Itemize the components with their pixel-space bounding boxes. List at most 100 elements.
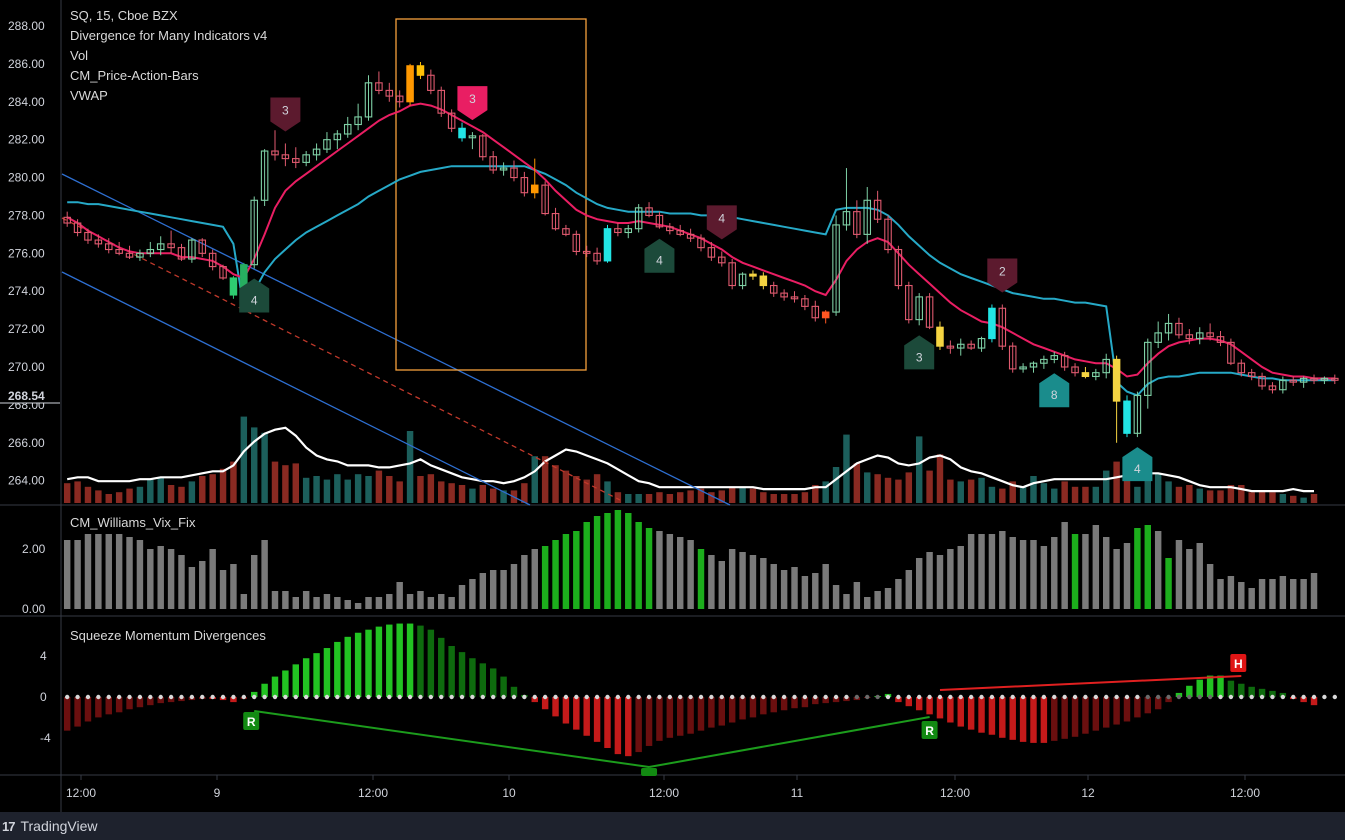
tradingview-brand[interactable]: 17 TradingView [2,818,98,834]
vix-bar [1113,549,1120,609]
vix-bar [1071,534,1079,609]
vix-bar [271,591,279,609]
tradingview-logo-icon: 17 [2,818,16,834]
divergence-marker[interactable]: 8 [1039,373,1070,408]
squeeze-bar [697,697,705,731]
volume-bar [1009,481,1016,503]
candle-body [956,343,965,349]
candle-body [208,252,217,268]
squeeze-bar [1030,697,1037,743]
candle-body [510,167,518,179]
squeeze-dot [220,694,226,700]
marker-label: 4 [656,254,663,268]
candle [468,132,477,150]
vix-bar [999,531,1006,609]
volume-bar [240,416,248,503]
candle [312,143,321,161]
volume-bar [676,492,684,503]
volume-bar [967,479,975,503]
vix-bar [874,591,881,609]
volume-bar [697,488,705,503]
candle [406,63,414,106]
volume-bar [531,456,538,503]
squeeze-bar [417,625,424,697]
volume-bar [593,474,601,503]
volume-bar [261,432,268,503]
squeeze-dot [148,694,153,700]
squeeze-dot [210,694,215,700]
squeeze-tick-label: 0 [40,690,47,704]
squeeze-dot [439,694,444,700]
marker-shape [706,205,737,240]
volume-bar [63,483,71,503]
divergence-marker[interactable]: 3 [904,335,935,370]
candle [967,340,975,350]
vix-bar [1217,579,1224,609]
candle [998,304,1007,350]
chart-svg[interactable]: 288.00286.00284.00282.00280.00278.00276.… [0,0,1345,812]
time-tick-label: 12 [1081,786,1095,800]
candle [146,241,155,258]
candle-body [998,307,1007,347]
squeeze-bar [895,697,902,703]
squeeze-dot [470,694,475,700]
volume-bar [199,476,206,503]
divergence-marker[interactable]: 2 [987,258,1018,293]
volume-bar [115,492,123,503]
divergence-marker[interactable]: 3 [457,86,488,121]
divergence-marker[interactable]: 4 [1122,447,1153,482]
candle-body [1247,372,1256,378]
squeeze-dot [428,694,434,700]
hidden-bear-label[interactable]: H [1230,654,1247,672]
divergence-marker[interactable]: 3 [270,97,301,132]
squeeze-dot [272,694,278,700]
legend-divergence: Divergence for Many Indicators v4 [70,28,268,43]
candle [1081,366,1090,379]
vix-bar [188,567,196,609]
hidden-bear-label-text: H [1234,657,1243,671]
squeeze-bar [1061,697,1068,739]
last-price-box[interactable] [0,388,60,403]
vix-bar [967,534,975,609]
vix-bar [780,570,788,609]
divergence-marker[interactable]: 4 [706,205,737,240]
squeeze-bar [302,658,310,697]
squeeze-bar [95,697,102,718]
price-tick-label: 272.00 [8,322,45,336]
divergence-marker[interactable]: 4 [644,238,675,273]
squeeze-dot [200,694,205,700]
candle [769,281,778,297]
candle [977,336,986,352]
squeeze-bar [386,624,393,697]
divergence-marker[interactable]: 4 [239,278,270,313]
vix-bar [1227,576,1235,609]
candle [1040,355,1048,369]
squeeze-bar [645,697,653,746]
squeeze-bar [1123,697,1131,722]
candle [385,82,394,102]
squeeze-bar [967,697,975,730]
regular-bull-label[interactable]: R [921,721,938,739]
vix-bar [895,579,902,609]
squeeze-bar [749,697,757,718]
vix-bar [105,534,112,609]
candle-body [884,218,892,251]
squeeze-bar [365,629,372,697]
squeeze-dot [355,694,361,700]
squeeze-dot [1145,694,1150,700]
squeeze-bar [489,668,497,697]
candle [718,251,726,267]
regular-bull-label[interactable]: R [243,712,260,730]
vix-bar [209,549,216,609]
candle [1175,317,1183,339]
squeeze-dot [937,694,943,700]
squeeze-bar [687,697,694,734]
candle [738,272,747,290]
candle [354,103,362,131]
vix-bar [604,513,611,609]
volume-bar [427,474,435,503]
squeeze-dot [1332,694,1338,700]
squeeze-dot [345,694,350,700]
candle [364,75,373,121]
